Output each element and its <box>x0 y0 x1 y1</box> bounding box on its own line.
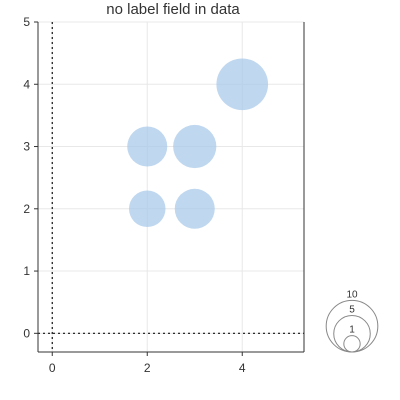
bubble-4 <box>216 58 269 111</box>
x-tick-label-1: 2 <box>144 361 151 375</box>
y-tick-label-4: 4 <box>23 77 30 91</box>
y-tick-label-0: 0 <box>23 326 30 340</box>
bubble-3 <box>173 124 217 169</box>
bubble-2 <box>127 126 168 167</box>
y-tick-label-1: 1 <box>23 264 30 278</box>
size-legend-label-1: 5 <box>349 304 355 315</box>
chart-title: no label field in data <box>106 1 240 18</box>
size-legend-label-0: 10 <box>346 289 358 300</box>
size-legend-label-2: 1 <box>349 325 355 336</box>
tick-labels: 0 2 4 0 1 2 3 4 5 <box>23 15 246 375</box>
x-tick-label-2: 4 <box>239 361 246 375</box>
bubbles <box>127 58 269 229</box>
axes <box>37 22 305 353</box>
bubble-0 <box>128 190 166 228</box>
size-legend: 10 5 1 <box>325 289 379 353</box>
size-legend-circle-2 <box>343 335 361 353</box>
y-tick-label-2: 2 <box>23 202 30 216</box>
y-tick-label-3: 3 <box>23 140 30 154</box>
reference-lines <box>38 22 304 352</box>
y-tick-label-5: 5 <box>23 15 30 29</box>
bubble-1 <box>174 188 215 229</box>
x-tick-label-0: 0 <box>49 361 56 375</box>
